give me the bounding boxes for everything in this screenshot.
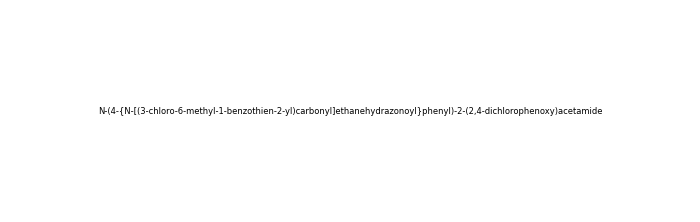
Text: N-(4-{N-[(3-chloro-6-methyl-1-benzothien-2-yl)carbonyl]ethanehydrazonoyl}phenyl): N-(4-{N-[(3-chloro-6-methyl-1-benzothien…	[98, 107, 602, 115]
